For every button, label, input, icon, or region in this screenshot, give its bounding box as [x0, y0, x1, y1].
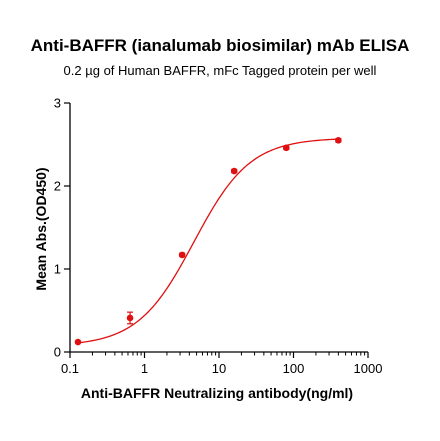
x-tick-label: 1: [141, 361, 148, 376]
data-point: [126, 314, 134, 322]
data-point: [74, 338, 82, 346]
chart-title: Anti-BAFFR (ianalumab biosimilar) mAb EL…: [30, 36, 410, 55]
data-points: [74, 137, 342, 346]
y-axis-label: Mean Abs.(OD450): [33, 167, 49, 290]
data-point: [335, 137, 342, 144]
x-axis-label: Anti-BAFFR Neutralizing antibody(ng/ml): [81, 385, 353, 401]
data-point: [282, 144, 290, 152]
data-point: [178, 251, 186, 259]
x-tick-label: 10: [212, 361, 226, 376]
y-tick-label: 2: [54, 179, 61, 194]
data-point: [230, 167, 238, 175]
x-tick-label: 1000: [354, 361, 383, 376]
y-tick-label: 0: [54, 345, 61, 360]
chart-subtitle: 0.2 µg of Human BAFFR, mFc Tagged protei…: [63, 63, 377, 78]
axes: 0.1 1 10 100 1000 0 1 2 3: [54, 96, 383, 377]
y-tick-label: 3: [54, 96, 61, 111]
x-tick-label: 100: [283, 361, 305, 376]
fit-curve: [77, 138, 339, 344]
x-tick-label: 0.1: [61, 361, 79, 376]
y-tick-label: 1: [54, 262, 61, 277]
